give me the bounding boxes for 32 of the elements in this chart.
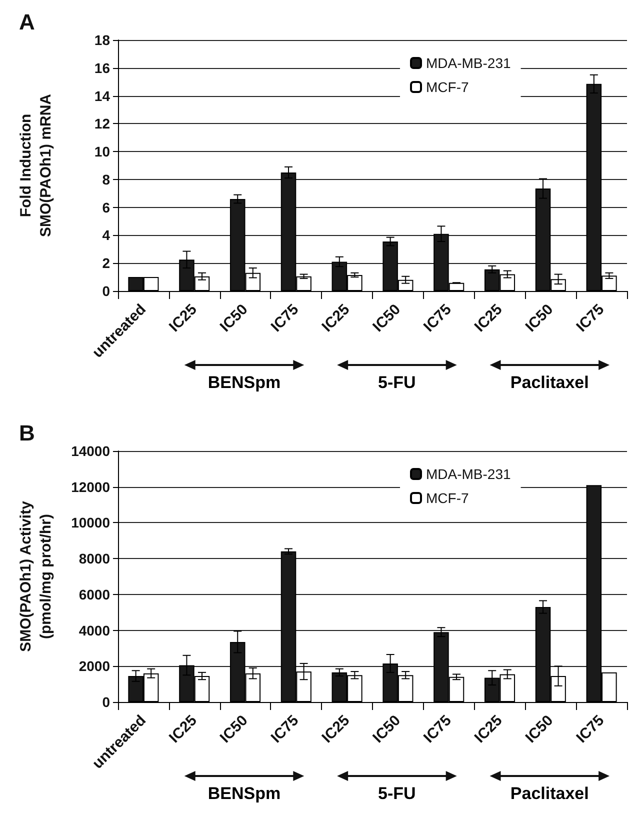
y-tick-label: 6000 xyxy=(78,586,110,602)
y-axis-title: SMO(PAOh1) Activity (pmol/mg prot/hr) xyxy=(18,500,54,652)
chart-title: B xyxy=(19,420,35,446)
y-tick-label: 8000 xyxy=(78,550,110,567)
legend-label: MDA-MB-231 xyxy=(426,466,512,482)
text: Paclitaxel xyxy=(510,373,589,393)
y-tick-label: 18 xyxy=(94,32,110,48)
legend-label: MCF-7 xyxy=(426,79,469,95)
y-tick-label: 14 xyxy=(94,88,110,104)
legend-label: MDA-MB-231 xyxy=(426,55,512,71)
y-tick-label: 2000 xyxy=(78,658,110,674)
y-tick-label: 6 xyxy=(102,199,110,216)
y-tick-label: 10000 xyxy=(71,514,110,531)
y-tick-label: 0 xyxy=(102,283,110,299)
y-tick-label: 12 xyxy=(94,116,110,132)
y-tick-label: 10 xyxy=(94,144,110,160)
y-axis-title: Fold Induction SMO(PAOh1) mRNA xyxy=(18,94,54,238)
y-tick-label: 4 xyxy=(102,227,110,244)
chart-title: A xyxy=(19,10,35,34)
legend-label: MCF-7 xyxy=(426,490,469,506)
y-tick-label: 2 xyxy=(102,255,110,272)
text: Paclitaxel xyxy=(510,784,589,804)
y-tick-label: 4000 xyxy=(78,622,110,638)
y-tick-label: 0 xyxy=(102,694,110,710)
y-tick-label: 16 xyxy=(94,60,110,76)
text: BENSpm xyxy=(208,784,281,804)
text: 5-FU xyxy=(378,373,416,393)
y-tick-label: 12000 xyxy=(71,478,110,495)
y-tick-label: 8 xyxy=(102,171,110,188)
text: BENSpm xyxy=(208,373,281,393)
y-tick-label: 14000 xyxy=(71,443,110,459)
text: 5-FU xyxy=(378,784,416,804)
